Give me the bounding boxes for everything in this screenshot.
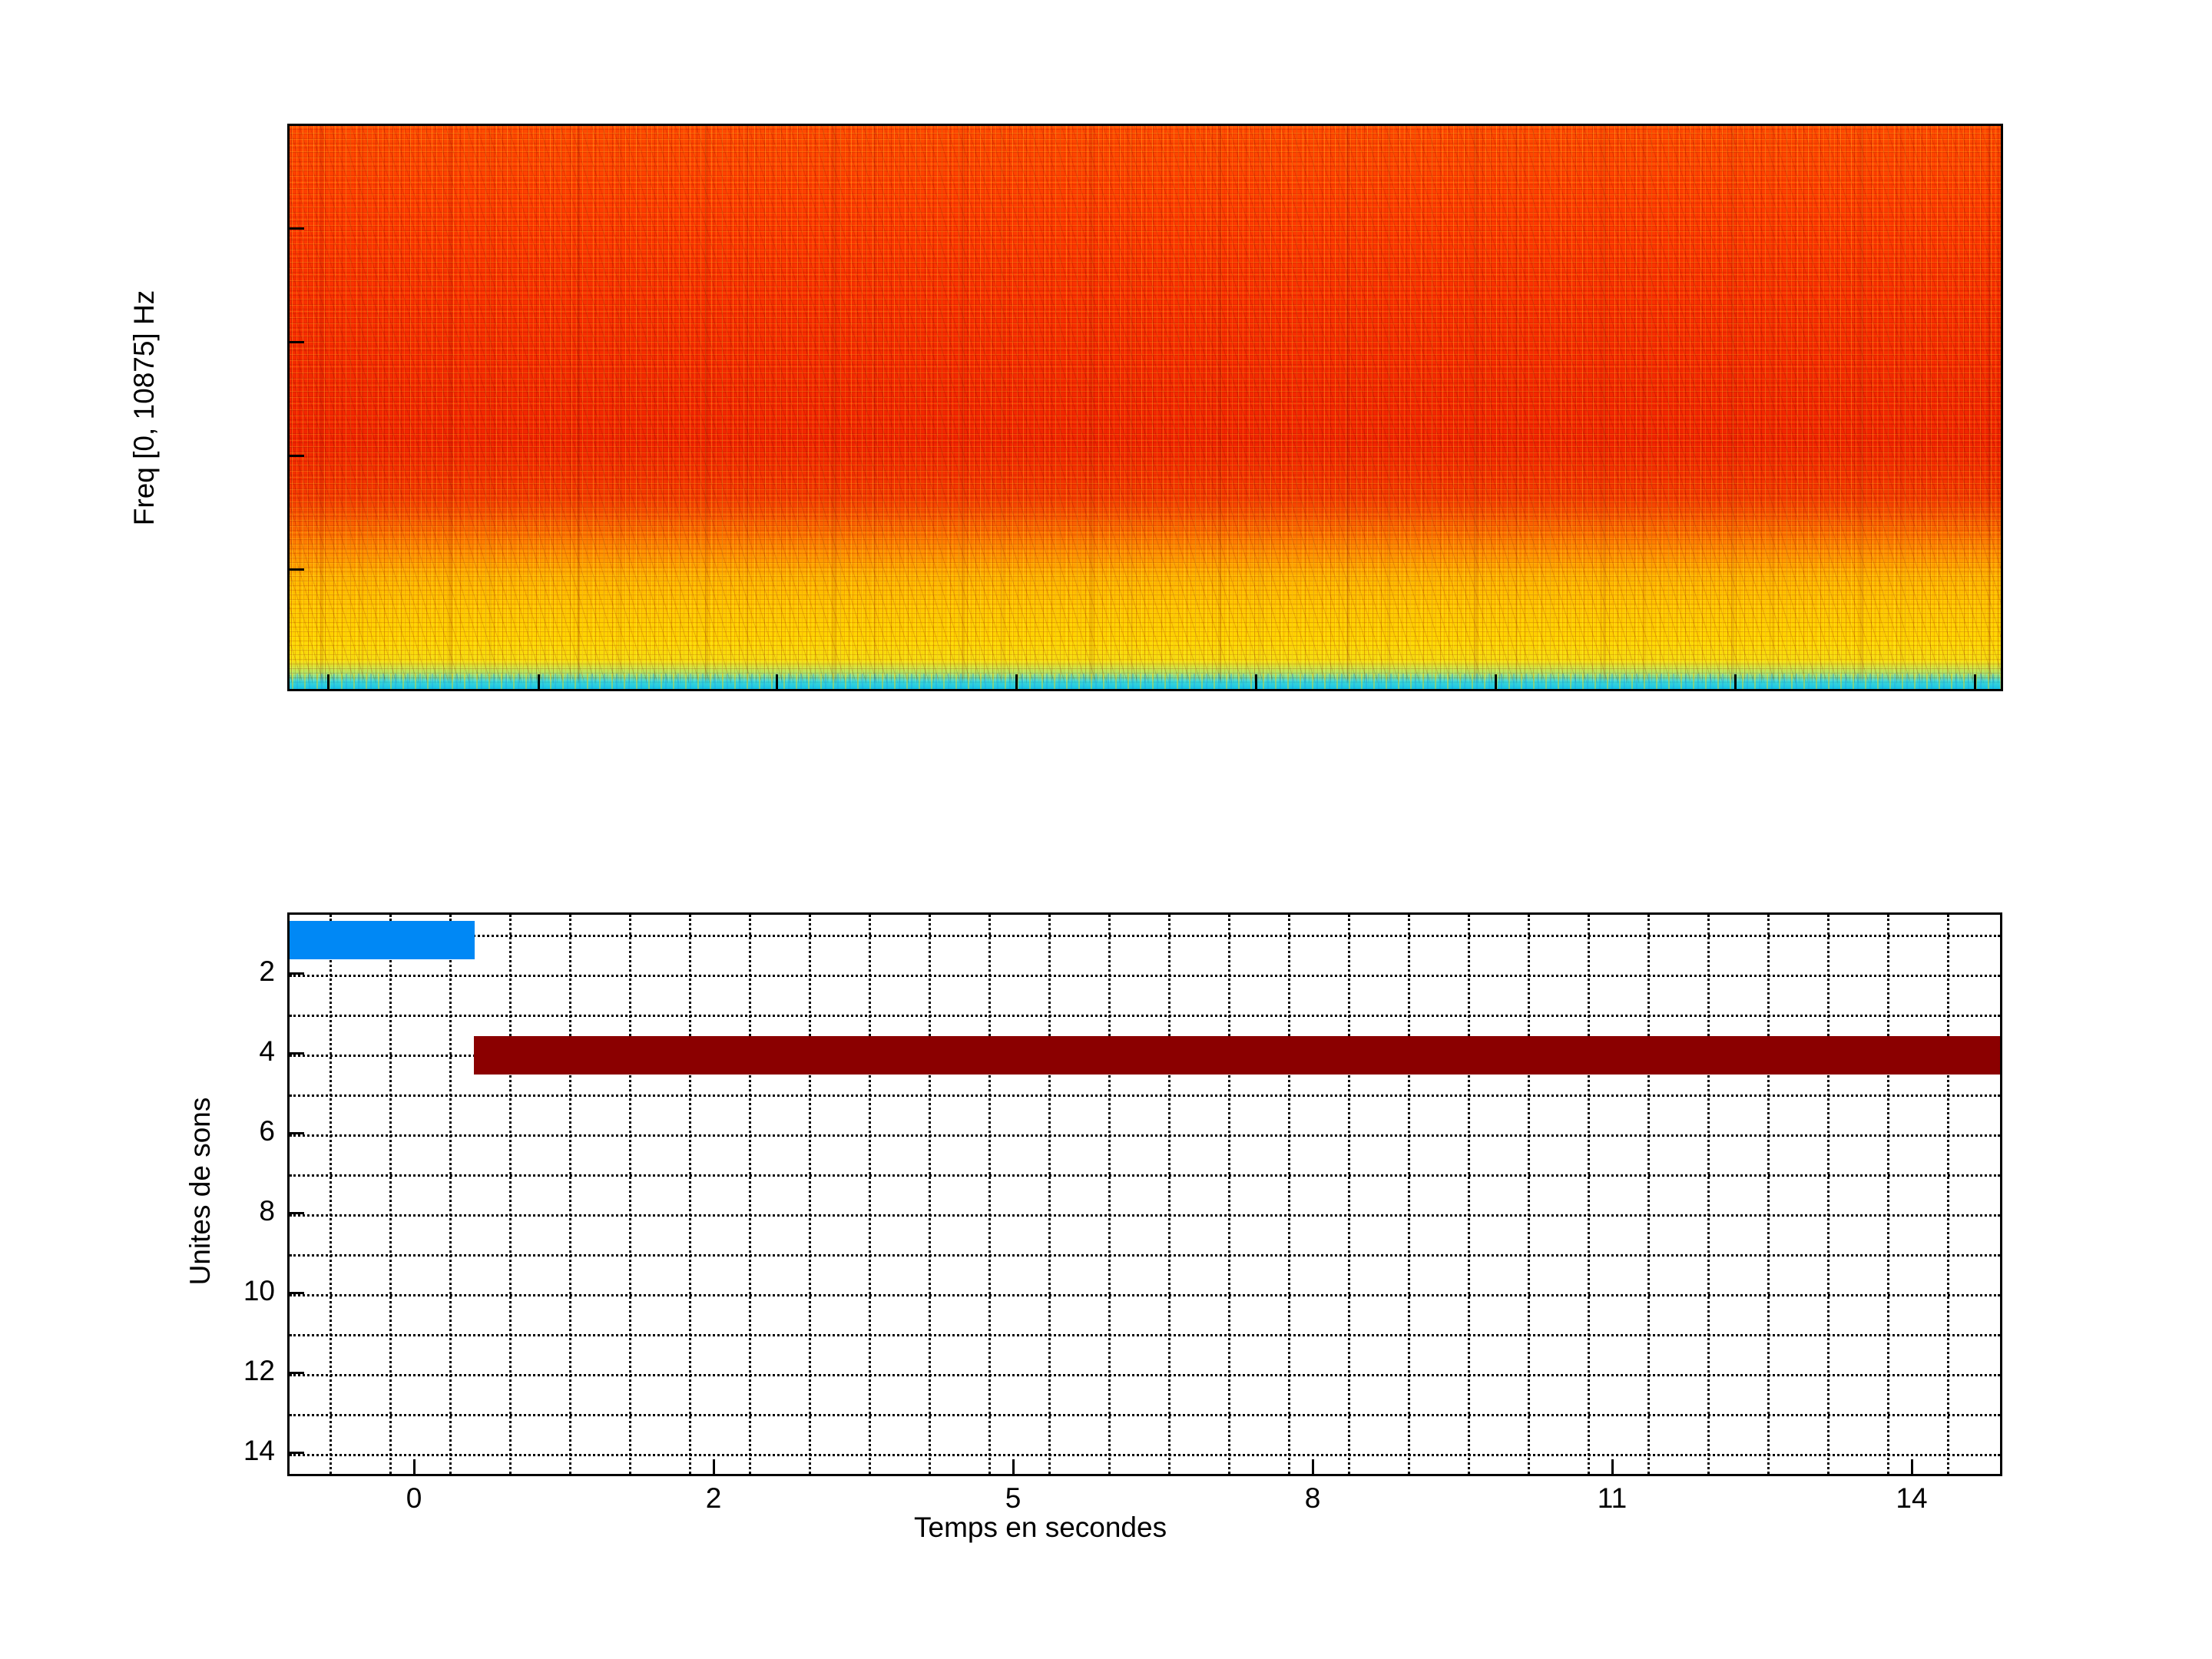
vgrid bbox=[449, 915, 452, 1474]
spectrogram-xtick-8 bbox=[1974, 674, 1976, 691]
hgrid bbox=[290, 1334, 2000, 1336]
vgrid bbox=[1228, 915, 1230, 1474]
vgrid bbox=[749, 915, 751, 1474]
units-xtick-label-0: 0 bbox=[406, 1482, 422, 1514]
hgrid bbox=[290, 1374, 2000, 1376]
units-x-axis-label: Temps en secondes bbox=[914, 1512, 1167, 1543]
units-xtick-label-14: 14 bbox=[1896, 1482, 1928, 1514]
spectrogram-y-axis-label: Freq [0, 10875] Hz bbox=[128, 290, 160, 526]
spectrogram-ytick-2 bbox=[287, 341, 304, 343]
units-xtick-label-5: 5 bbox=[1005, 1482, 1022, 1514]
units-ytick-6 bbox=[287, 1132, 304, 1134]
units-xtick-label-8: 8 bbox=[1304, 1482, 1321, 1514]
spectrogram-noise-dark bbox=[290, 126, 2001, 689]
hgrid bbox=[290, 1094, 2000, 1097]
units-xtick-5 bbox=[1012, 1459, 1015, 1476]
vgrid bbox=[1887, 915, 1889, 1474]
spectrogram-transient-streaks bbox=[290, 126, 2001, 689]
vgrid bbox=[389, 915, 392, 1474]
vgrid bbox=[1108, 915, 1111, 1474]
hgrid bbox=[290, 1214, 2000, 1217]
vgrid bbox=[809, 915, 811, 1474]
spectrogram-noise-diagonal bbox=[290, 126, 2001, 689]
spectrogram-ytick-1 bbox=[287, 227, 304, 230]
units-ytick-label-6: 6 bbox=[259, 1115, 275, 1147]
units-ytick-10 bbox=[287, 1292, 304, 1294]
vgrid bbox=[1827, 915, 1830, 1474]
units-xtick-label-11: 11 bbox=[1597, 1482, 1628, 1514]
vgrid bbox=[629, 915, 631, 1474]
vgrid bbox=[1707, 915, 1710, 1474]
units-plot-area[interactable] bbox=[287, 912, 2002, 1476]
units-ytick-label-8: 8 bbox=[259, 1195, 275, 1227]
units-xtick-2 bbox=[713, 1459, 715, 1476]
hgrid bbox=[290, 1294, 2000, 1296]
sound-unit-bar-blue[interactable] bbox=[290, 920, 475, 959]
units-ytick-12 bbox=[287, 1372, 304, 1374]
spectrogram-low-frequency-speckle bbox=[290, 674, 2001, 689]
hgrid bbox=[290, 1414, 2000, 1416]
sound-unit-bar-darkred[interactable] bbox=[473, 1035, 2000, 1075]
units-ytick-label-12: 12 bbox=[243, 1355, 275, 1386]
vgrid bbox=[1947, 915, 1949, 1474]
hgrid bbox=[290, 1454, 2000, 1456]
vgrid bbox=[329, 915, 332, 1474]
units-ytick-2 bbox=[287, 972, 304, 975]
vgrid bbox=[1528, 915, 1530, 1474]
spectrogram-xtick-2 bbox=[538, 674, 540, 691]
units-ytick-label-10: 10 bbox=[243, 1275, 275, 1306]
hgrid bbox=[290, 1134, 2000, 1137]
units-xtick-14 bbox=[1911, 1459, 1913, 1476]
units-xtick-label-2: 2 bbox=[705, 1482, 722, 1514]
units-xtick-8 bbox=[1312, 1459, 1314, 1476]
vgrid bbox=[1348, 915, 1350, 1474]
vgrid bbox=[1408, 915, 1410, 1474]
vgrid bbox=[1048, 915, 1051, 1474]
vgrid bbox=[1288, 915, 1290, 1474]
vgrid bbox=[1767, 915, 1770, 1474]
spectrogram-ytick-3 bbox=[287, 455, 304, 457]
units-ytick-label-4: 4 bbox=[259, 1035, 275, 1067]
units-ytick-4 bbox=[287, 1052, 304, 1055]
units-xtick-11 bbox=[1611, 1459, 1614, 1476]
spectrogram-energy-gradient bbox=[290, 126, 2001, 689]
units-ytick-14 bbox=[287, 1452, 304, 1454]
units-ytick-label-14: 14 bbox=[243, 1435, 275, 1466]
spectrogram-ytick-4 bbox=[287, 568, 304, 571]
vgrid bbox=[1647, 915, 1650, 1474]
vgrid bbox=[929, 915, 931, 1474]
spectrogram-xtick-1 bbox=[327, 674, 329, 691]
spectrogram-plot-area[interactable] bbox=[287, 124, 2003, 691]
spectrogram-xtick-5 bbox=[1255, 674, 1257, 691]
vgrid bbox=[1168, 915, 1171, 1474]
units-ytick-8 bbox=[287, 1212, 304, 1214]
vgrid bbox=[689, 915, 691, 1474]
vgrid bbox=[509, 915, 512, 1474]
vgrid bbox=[1588, 915, 1590, 1474]
units-ytick-label-2: 2 bbox=[259, 955, 275, 987]
vgrid bbox=[569, 915, 571, 1474]
spectrogram-low-frequency-floor bbox=[290, 678, 2001, 689]
spectrogram-noise-bright bbox=[290, 126, 2001, 689]
units-xtick-0 bbox=[413, 1459, 416, 1476]
spectrogram-xtick-6 bbox=[1495, 674, 1497, 691]
hgrid bbox=[290, 935, 2000, 937]
spectrogram-xtick-4 bbox=[1015, 674, 1018, 691]
hgrid bbox=[290, 975, 2000, 977]
vgrid bbox=[988, 915, 991, 1474]
hgrid bbox=[290, 1254, 2000, 1257]
vgrid bbox=[869, 915, 871, 1474]
units-gridlines bbox=[290, 915, 2000, 1474]
vgrid bbox=[1468, 915, 1470, 1474]
spectrogram-xtick-3 bbox=[776, 674, 778, 691]
spectrogram-xtick-7 bbox=[1734, 674, 1737, 691]
hgrid bbox=[290, 1015, 2000, 1017]
hgrid bbox=[290, 1174, 2000, 1177]
